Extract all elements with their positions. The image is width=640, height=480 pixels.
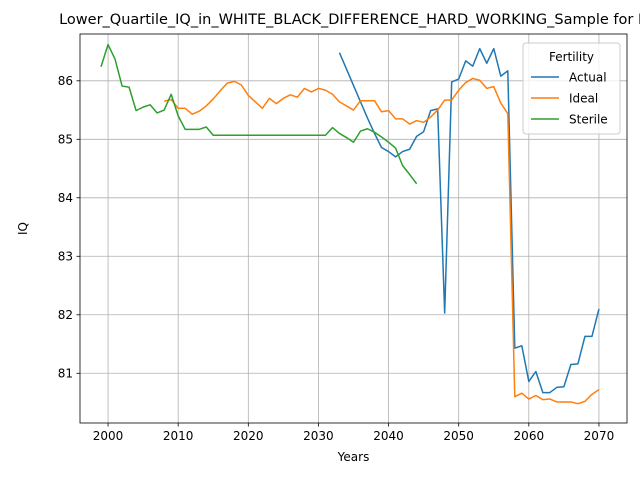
series-line-actual (338, 47, 600, 394)
y-axis-label: IQ (16, 222, 30, 235)
x-axis-label: Years (337, 450, 370, 464)
legend-label-sterile: Sterile (569, 112, 608, 126)
x-tick-label: 2000 (93, 429, 124, 443)
legend-title: Fertility (549, 50, 594, 64)
legend-label-ideal: Ideal (569, 91, 598, 105)
y-tick-label: 81 (58, 367, 73, 381)
y-tick-label: 83 (58, 250, 73, 264)
axis-ticks: 2000 2010 2020 2030 2040 2050 2060 2070 81 82 83 84… (58, 74, 615, 443)
series-line-sterile (100, 43, 418, 185)
x-tick-label: 2070 (584, 429, 615, 443)
y-tick-label: 84 (58, 191, 73, 205)
y-tick-label: 86 (58, 74, 73, 88)
x-tick-label: 2020 (233, 429, 264, 443)
x-tick-label: 2030 (303, 429, 334, 443)
x-tick-label: 2050 (443, 429, 474, 443)
y-tick-label: 82 (58, 308, 73, 322)
y-tick-label: 85 (58, 133, 73, 147)
legend-items: Actual Ideal Sterile (531, 70, 608, 126)
series-line-ideal (163, 77, 600, 405)
x-tick-label: 2010 (163, 429, 194, 443)
x-tick-label: 2060 (514, 429, 545, 443)
legend-box (522, 42, 621, 135)
x-tick-label: 2040 (373, 429, 404, 443)
legend: Fertility Actual Ideal Sterile (522, 42, 621, 135)
plot-frame (79, 33, 628, 424)
legend-label-actual: Actual (569, 70, 607, 84)
chart-title: Lower_Quartile_IQ_in_WHITE_BLACK_DIFFERE… (59, 12, 640, 28)
series-lines (100, 43, 600, 405)
